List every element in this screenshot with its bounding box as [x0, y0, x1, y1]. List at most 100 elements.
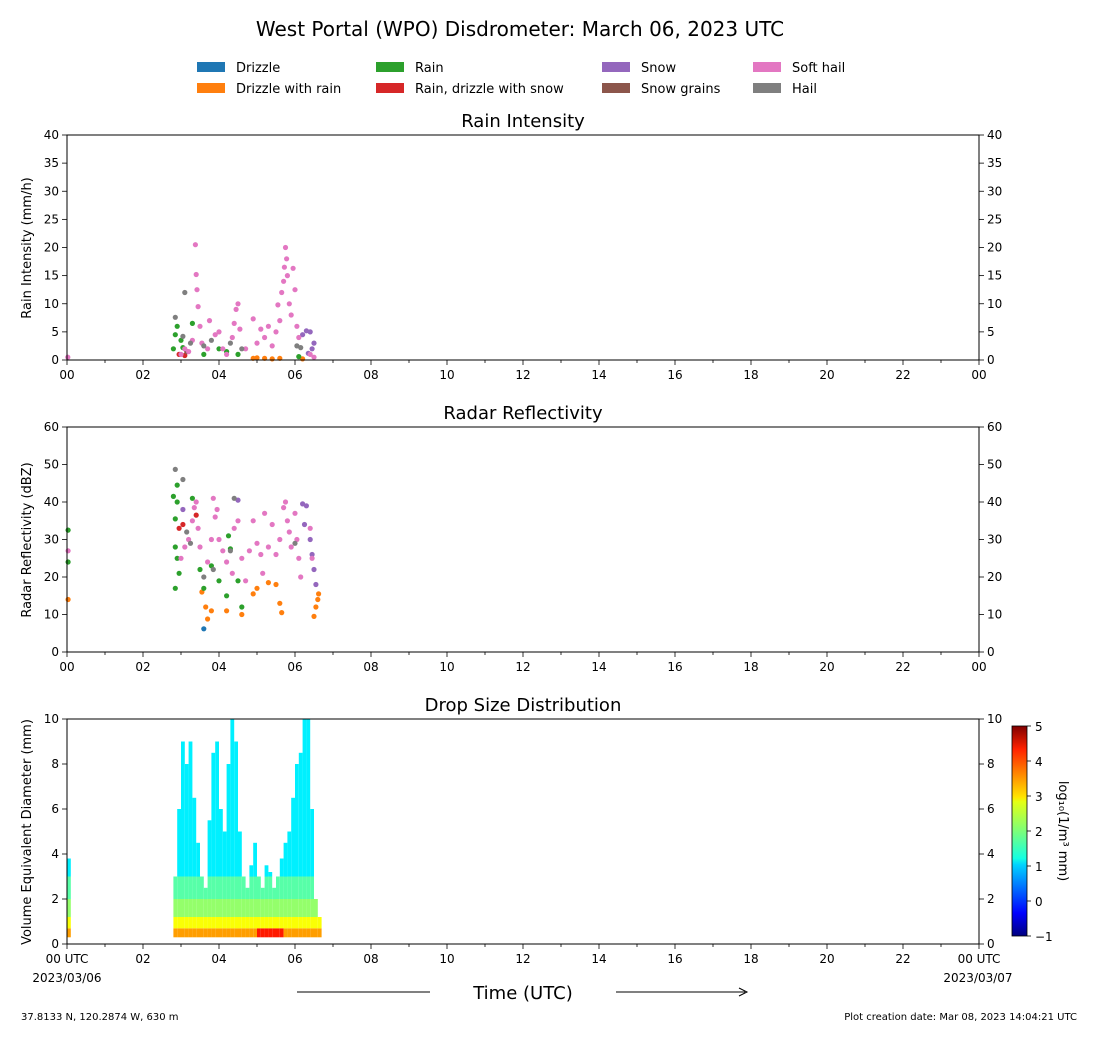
x-tick-label: 20 — [819, 660, 834, 674]
x-tick-label: 00 UTC — [46, 952, 89, 966]
x-tick-label: 14 — [591, 368, 606, 382]
point-soft-hail-14 — [216, 536, 222, 543]
x-tick-label: 20 — [819, 952, 834, 966]
point-drizzle-with-rain-4 — [208, 608, 214, 614]
point-soft-hail-21 — [237, 326, 243, 332]
point-soft-hail-8 — [195, 304, 201, 310]
dsd-cell-1-2 — [173, 899, 178, 917]
point-drizzle-with-rain-7 — [250, 591, 256, 597]
x-tick-label: 08 — [363, 660, 378, 674]
dsd-cell-20-3 — [245, 887, 250, 900]
dsd-cell-10-2 — [207, 899, 212, 917]
y-tick-label-right: 20 — [987, 241, 1002, 255]
dsd-cell-19-3 — [241, 876, 246, 899]
legend-swatch-7 — [753, 83, 781, 93]
point-soft-hail-3 — [186, 349, 192, 355]
dsd-cell-3-0 — [181, 928, 185, 938]
point-drizzle-with-rain-5 — [224, 608, 230, 614]
y-tick-label: 10 — [44, 297, 59, 311]
dsd-cell-17-0 — [234, 928, 238, 938]
point-soft-hail-32 — [279, 289, 285, 296]
point-soft-hail-11 — [205, 346, 211, 352]
colorbar-label: log₁₀(1/m³ mm) — [1055, 781, 1070, 881]
point-snow-6 — [309, 551, 315, 558]
dsd-cell-24-2 — [260, 899, 265, 917]
point-rain-0 — [170, 346, 176, 352]
y-tick-label: 15 — [44, 269, 59, 283]
dsd-cell-23-2 — [257, 899, 261, 917]
dsd-cell-2-4 — [177, 831, 181, 877]
dsd-cell-3-2 — [181, 899, 185, 917]
point-soft-hail-37 — [292, 510, 298, 516]
y-tick-label: 20 — [44, 570, 59, 584]
point-soft-hail-16 — [224, 351, 230, 357]
point-drizzle-with-rain-13 — [311, 613, 317, 620]
point-soft-hail-33 — [281, 278, 287, 284]
legend-label-1: Drizzle with rain — [236, 82, 341, 97]
point-soft-hail-44 — [307, 351, 313, 357]
legend-swatch-6 — [753, 62, 781, 72]
reflectivity-ylabel: Radar Reflectivity (dBZ) — [20, 462, 35, 617]
dsd-cell-17-5 — [234, 741, 238, 832]
dsd-cell-37-2 — [310, 899, 314, 917]
point-snow-4 — [301, 521, 308, 528]
y-tick-label-right: 0 — [987, 937, 995, 951]
dsd-cell-28-3 — [276, 876, 280, 899]
point-soft-hail-34 — [281, 264, 287, 270]
dsd-cell-6-1 — [192, 917, 197, 929]
x-tick-label: 22 — [895, 660, 910, 674]
y-tick-label-right: 15 — [987, 269, 1002, 283]
dsd-cell-26-4 — [268, 872, 273, 877]
point-rain-4 — [174, 482, 180, 488]
dsd-cell-16-2 — [230, 899, 235, 917]
dsd-cell-11-3 — [211, 876, 216, 899]
point-soft-hail-12 — [206, 318, 213, 324]
dsd-cell-7-2 — [196, 899, 200, 917]
point-soft-hail-37 — [284, 273, 290, 279]
dsd-cell-38-2 — [314, 899, 318, 917]
point-soft-hail-24 — [254, 540, 260, 546]
dsd-cell-29-1 — [279, 917, 284, 929]
point-soft-hail-7 — [194, 287, 200, 293]
point-soft-hail-1 — [178, 555, 184, 561]
dsd-cell-8-2 — [200, 899, 204, 917]
point-rain-6 — [172, 544, 178, 550]
dsd-cell-18-3 — [238, 876, 242, 899]
dsd-cell-14-3 — [222, 876, 227, 899]
point-soft-hail-20 — [235, 301, 241, 307]
y-tick-label-right: 2 — [987, 892, 995, 906]
point-soft-hail-12 — [212, 514, 218, 520]
x-tick-label: 10 — [439, 368, 454, 382]
y-tick-label-right: 40 — [987, 128, 1002, 142]
dsd-cell-19-2 — [241, 899, 246, 917]
point-soft-hail-41 — [307, 525, 313, 531]
dsd-cell-31-2 — [287, 899, 292, 917]
dsd-cell-21-2 — [249, 899, 254, 917]
dsd-cell-22-1 — [253, 917, 257, 929]
point-soft-hail-29 — [269, 521, 275, 528]
dsd-cell-5-0 — [188, 928, 193, 938]
point-soft-hail-22 — [243, 346, 249, 352]
dsd-cell-13-2 — [219, 899, 223, 917]
dsd-cell-16-1 — [230, 917, 235, 929]
dsd-cell-10-4 — [207, 831, 212, 877]
rain-intensity-title: Rain Intensity — [461, 111, 585, 132]
dsd-cell-33-0 — [295, 928, 299, 938]
dsd-cell-39-0 — [317, 928, 322, 938]
x-tick-label: 18 — [743, 368, 758, 382]
x-tick-label: 02 — [135, 368, 150, 382]
dsd-cell-31-4 — [287, 831, 292, 877]
axes-frame — [66, 426, 980, 653]
station-location: 37.8133 N, 120.2874 W, 630 m — [21, 1012, 179, 1023]
x-tick-label: 14 — [591, 660, 606, 674]
dsd-cell-37-5 — [310, 809, 314, 832]
dsd-cell-28-2 — [276, 899, 280, 917]
point-rain-3 — [178, 337, 184, 343]
dsd-cell-37-1 — [310, 917, 314, 929]
dsd-cell-3-4 — [181, 831, 185, 877]
point-snow-2 — [307, 329, 313, 335]
x-tick-label: 22 — [895, 952, 910, 966]
dsd-cell-3-5 — [181, 741, 185, 832]
point-soft-hail-39 — [288, 312, 294, 318]
start-date: 2023/03/06 — [32, 971, 101, 985]
